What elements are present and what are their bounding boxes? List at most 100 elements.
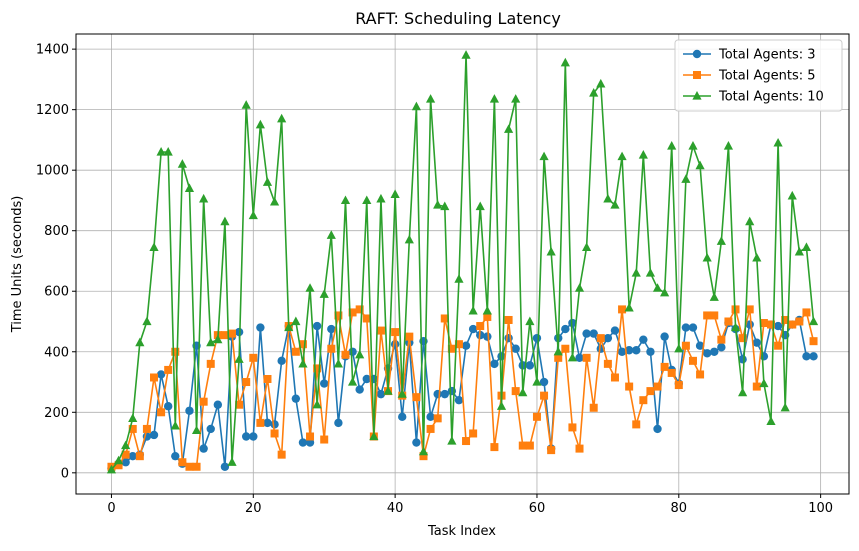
data-point [419,452,428,461]
data-point [199,444,208,453]
data-point [787,190,797,200]
y-tick-label: 400 [44,345,69,360]
data-point [171,451,180,461]
legend-swatch-marker [693,71,701,79]
y-tick-label: 1000 [36,164,69,179]
data-point [511,94,521,103]
data-point [610,373,619,382]
data-point [192,462,201,471]
data-point [504,315,513,324]
data-point [390,189,400,198]
data-point [149,430,159,440]
data-point [696,370,705,379]
legend-swatch-marker [692,49,702,59]
data-point [355,385,364,394]
data-point [632,346,641,355]
data-point [355,349,365,359]
chart-title: RAFT: Scheduling Latency [355,9,561,28]
data-point [128,451,137,461]
data-point [773,321,783,331]
data-point [483,332,492,341]
data-point [362,195,372,205]
data-point [617,151,627,161]
data-point [411,101,422,111]
data-point [114,461,123,470]
data-point [646,387,655,396]
data-point [156,147,166,156]
series-layer [106,50,819,474]
data-point [582,329,591,338]
data-point [561,324,570,334]
data-point [213,400,223,409]
y-tick-label: 1200 [36,103,69,118]
data-point [688,323,698,332]
data-point [425,94,436,103]
legend-item: Total Agents: 3 [683,48,816,63]
data-point [313,364,322,373]
data-point [653,424,662,434]
data-point [440,389,449,399]
data-point [496,401,507,410]
data-point [525,316,535,326]
data-point [518,441,527,450]
data-point [525,361,535,370]
legend-box [674,39,843,112]
data-point [653,382,662,391]
data-point [320,435,329,444]
data-point [277,450,286,459]
data-point [468,324,478,334]
data-point [263,375,272,383]
data-point [781,315,790,324]
data-point [185,406,194,415]
data-point [589,329,598,338]
data-point [603,333,613,343]
data-point [121,450,130,459]
data-point [610,326,620,335]
data-point [341,350,350,359]
data-point [759,378,769,388]
legend-label: Total Agents: 5 [718,69,816,84]
data-point [291,347,300,356]
data-point [681,341,690,350]
data-point [298,340,307,349]
data-point [376,326,385,335]
data-point [575,353,584,363]
data-point [625,382,634,391]
data-point [710,311,719,320]
data-point [561,344,570,353]
data-point [717,335,726,344]
data-point [568,423,577,432]
data-point [298,358,308,368]
data-point [184,183,195,192]
data-point [589,88,599,97]
data-point [801,242,812,251]
data-point [596,334,605,343]
data-point [476,322,485,331]
data-point [206,337,216,347]
data-point [483,312,492,321]
data-point [447,344,456,353]
data-point [624,302,634,312]
data-point [404,234,414,244]
data-point [802,352,811,361]
data-point [503,124,514,133]
data-point [426,424,435,433]
data-point [489,94,500,103]
data-point [723,140,734,150]
data-point [135,337,145,347]
data-point [326,230,336,239]
data-point [163,147,173,156]
data-point [504,333,513,343]
data-point [454,395,464,405]
data-point [228,329,237,338]
data-point [667,368,676,377]
data-point [681,174,691,183]
y-tick-label: 1400 [36,43,69,58]
data-point [752,252,762,262]
y-tick-label: 200 [44,406,69,421]
data-point [547,446,556,455]
data-point [582,242,592,251]
data-point [646,347,655,356]
data-point [433,199,443,209]
